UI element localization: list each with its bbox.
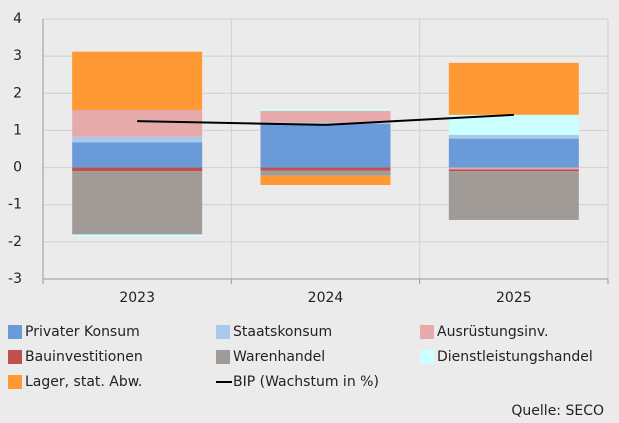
legend-label: Privater Konsum	[25, 324, 140, 340]
x-tick-label: 2024	[308, 290, 344, 306]
legend-swatch	[8, 325, 22, 339]
bar-segment	[260, 175, 391, 186]
y-tick-label: 1	[13, 122, 22, 138]
y-tick-label: -3	[8, 271, 22, 287]
x-tick-label: 2023	[119, 290, 155, 306]
bar-segment	[72, 171, 203, 235]
y-tick-label: -1	[8, 197, 22, 213]
bar-segment	[448, 138, 579, 168]
legend-label: Lager, stat. Abw.	[25, 374, 142, 390]
line	[137, 113, 514, 126]
legend-label: Dienstleistungshandel	[437, 349, 593, 365]
bar-segment	[72, 167, 203, 172]
bar-segment	[72, 136, 203, 143]
bar-segment	[448, 62, 579, 115]
x-tick-label: 2025	[496, 290, 532, 306]
bar-segment	[448, 114, 579, 135]
y-tick-label: 2	[13, 85, 22, 101]
legend-label: Warenhandel	[233, 349, 325, 365]
y-tick-label: 4	[13, 11, 22, 27]
source: Quelle: SECO	[511, 403, 604, 419]
bar-segment	[72, 142, 203, 168]
legend-swatch	[216, 350, 230, 364]
bar-segment	[72, 110, 203, 137]
legend-swatch	[8, 350, 22, 364]
bar-segment	[448, 171, 579, 220]
bar-segment	[448, 167, 579, 170]
legend-label: Ausrüstungsinv.	[437, 324, 549, 340]
legend-label: BIP (Wachstum in %)	[233, 374, 379, 390]
bar-segment	[448, 169, 579, 172]
bar-segment	[260, 170, 391, 176]
bar-segment	[260, 108, 391, 111]
bar-segment	[260, 123, 391, 168]
bar-segment	[260, 122, 391, 124]
legend-swatch	[216, 325, 230, 339]
legend-label: Staatskonsum	[233, 324, 332, 340]
bar-segment	[448, 134, 579, 139]
y-tick-label: -2	[8, 234, 22, 250]
bar-segment	[72, 51, 203, 110]
bar-segment	[72, 234, 203, 237]
legend-label: Bauinvestitionen	[25, 349, 143, 365]
bar-segment	[260, 167, 391, 171]
bar-segment	[260, 110, 391, 123]
legend-swatch	[420, 350, 434, 364]
y-tick-label: 0	[13, 160, 22, 176]
y-tick-label: 3	[13, 48, 22, 64]
legend-swatch	[420, 325, 434, 339]
legend-swatch	[8, 375, 22, 389]
